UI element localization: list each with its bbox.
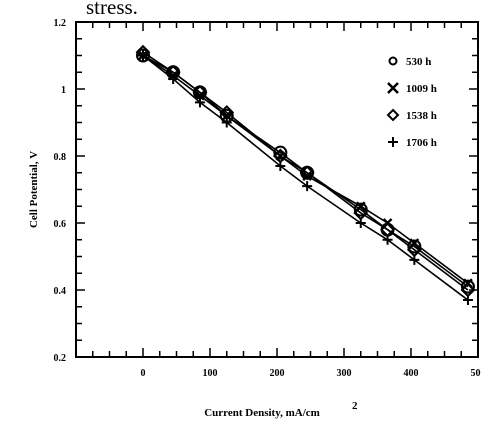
caption-fragment: stress.: [86, 0, 138, 19]
plus-marker: [388, 137, 398, 147]
plus-marker: [194, 97, 205, 108]
legend-entry: 1706 h: [388, 137, 437, 149]
plus-marker: [409, 254, 420, 265]
y-tick-label: 0.8: [54, 152, 67, 163]
plot-frame: [75, 21, 479, 358]
plus-marker: [462, 295, 473, 306]
tick-labels: 0 100 200 300 400 500 0.2 0.4 0.6 0.8 1 1.2: [54, 18, 481, 379]
plus-marker: [168, 73, 179, 84]
x-tick-label: 100: [203, 368, 218, 379]
circle-marker: [273, 145, 288, 160]
series-line: [142, 51, 469, 291]
y-tick-label: 0.6: [54, 219, 67, 230]
x-tick-label: 400: [404, 368, 419, 379]
diamond-marker: [386, 108, 400, 122]
circle-marker: [407, 239, 422, 254]
series-plus: [138, 50, 473, 306]
cross-marker: [387, 82, 399, 94]
legend: 530 h 1009 h 1538 h 1706 h: [386, 56, 437, 149]
series-line: [142, 54, 469, 284]
series-line: [142, 54, 469, 301]
y-tick-label: 1.2: [54, 18, 67, 29]
x-tick-label: 200: [270, 368, 285, 379]
x-tick-label: 500: [471, 368, 481, 379]
circle-marker: [460, 279, 475, 294]
plus-marker: [302, 181, 313, 192]
plus-marker: [275, 161, 286, 172]
plus-marker: [221, 117, 232, 128]
legend-entry: 1538 h: [386, 108, 437, 122]
plus-marker: [138, 50, 148, 61]
y-axis-label: Cell Potential, V: [28, 151, 40, 228]
plus-marker: [382, 234, 393, 245]
x-axis-label: Current Density, mA/cm: [204, 407, 320, 419]
x-axis-label-superscript: 2: [352, 400, 358, 412]
diamond-marker: [299, 165, 315, 181]
x-tick-label: 0: [141, 368, 146, 379]
cross-marker: [195, 90, 205, 101]
plot-border: [75, 21, 479, 358]
circle-marker: [388, 56, 398, 66]
legend-entry: 1009 h: [387, 82, 437, 95]
cross-marker: [221, 110, 232, 121]
plus-marker: [355, 218, 366, 228]
legend-label: 1009 h: [406, 83, 437, 95]
legend-entry: 530 h: [388, 56, 431, 68]
legend-label: 1538 h: [406, 110, 437, 122]
axis-ticks: [75, 21, 479, 358]
y-tick-label: 0.2: [54, 353, 67, 364]
x-tick-label: 300: [337, 368, 352, 379]
legend-label: 530 h: [406, 56, 431, 68]
series-layer: [135, 44, 476, 306]
cross-marker: [302, 171, 313, 181]
legend-label: 1706 h: [406, 137, 437, 149]
y-tick-label: 0.4: [54, 286, 67, 297]
y-tick-label: 1: [61, 85, 66, 96]
